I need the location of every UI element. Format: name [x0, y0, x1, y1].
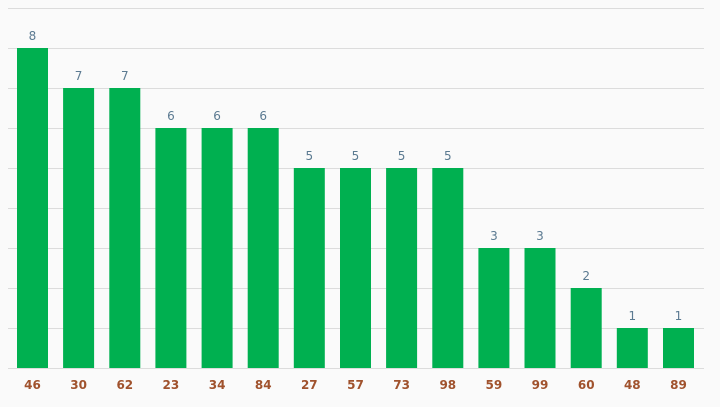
x-tick-label-59: 59 — [486, 378, 503, 392]
bar-34 — [201, 128, 233, 368]
x-tick-label-46: 46 — [24, 378, 41, 392]
x-tick-label-89: 89 — [670, 378, 687, 392]
bar-60 — [570, 288, 602, 368]
data-label-89: 1 — [675, 309, 683, 323]
data-label-59: 3 — [490, 229, 498, 243]
bars — [17, 48, 694, 368]
data-label-46: 8 — [29, 29, 37, 43]
data-label-73: 5 — [398, 149, 406, 163]
x-tick-label-60: 60 — [578, 378, 595, 392]
x-tick-label-27: 27 — [301, 378, 318, 392]
data-label-34: 6 — [213, 109, 221, 123]
value-labels: 8 7 7 6 6 6 5 5 5 5 3 3 2 1 1 — [29, 29, 683, 323]
x-tick-label-30: 30 — [70, 378, 87, 392]
data-label-30: 7 — [75, 69, 83, 83]
x-tick-label-73: 73 — [393, 378, 410, 392]
bar-48 — [616, 328, 648, 368]
bar-98 — [432, 168, 464, 368]
x-tick-label-57: 57 — [347, 378, 364, 392]
x-tick-label-98: 98 — [439, 378, 456, 392]
bar-84 — [247, 128, 279, 368]
x-axis-tick-labels: 46 30 62 23 34 84 27 57 73 98 59 99 60 48 89 — [24, 378, 687, 392]
bar-23 — [155, 128, 187, 368]
bar-57 — [340, 168, 371, 368]
bar-99 — [524, 248, 556, 368]
x-tick-label-23: 23 — [163, 378, 180, 392]
data-label-99: 3 — [536, 229, 544, 243]
x-tick-label-99: 99 — [532, 378, 549, 392]
data-label-60: 2 — [582, 269, 590, 283]
bar-73 — [386, 168, 418, 368]
x-tick-label-48: 48 — [624, 378, 641, 392]
x-tick-label-34: 34 — [209, 378, 226, 392]
x-tick-label-62: 62 — [116, 378, 133, 392]
data-label-98: 5 — [444, 149, 452, 163]
x-tick-label-84: 84 — [255, 378, 272, 392]
bar-59 — [478, 248, 510, 368]
bar-62 — [109, 88, 141, 368]
bar-30 — [63, 88, 95, 368]
data-label-48: 1 — [628, 309, 636, 323]
bar-46 — [17, 48, 48, 368]
data-label-27: 5 — [305, 149, 313, 163]
data-label-84: 6 — [259, 109, 267, 123]
data-label-62: 7 — [121, 69, 129, 83]
bar-89 — [663, 328, 694, 368]
data-label-57: 5 — [352, 149, 360, 163]
data-label-23: 6 — [167, 109, 175, 123]
bar-27 — [293, 168, 325, 368]
